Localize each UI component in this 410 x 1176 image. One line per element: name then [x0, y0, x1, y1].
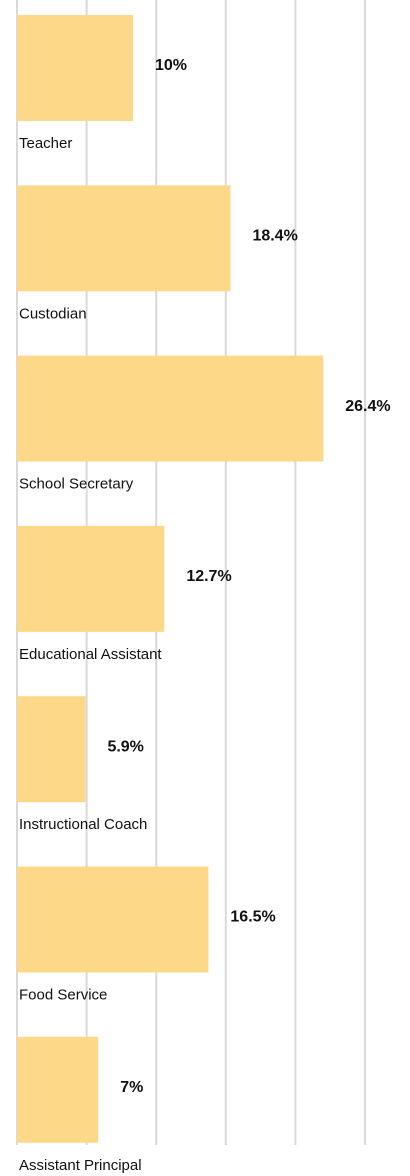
- category-label-3: Educational Assistant: [19, 646, 162, 663]
- category-label-0: Teacher: [19, 135, 72, 152]
- value-label-6: 7%: [120, 1079, 143, 1096]
- bar-0: [17, 15, 133, 121]
- bar-5: [17, 866, 209, 973]
- category-label-4: Instructional Coach: [19, 816, 147, 833]
- bar-2: [17, 355, 324, 462]
- category-label-2: School Secretary: [19, 476, 134, 493]
- value-label-5: 16.5%: [230, 909, 275, 926]
- bar-3: [17, 525, 165, 632]
- bars: [17, 15, 324, 1143]
- value-label-4: 5.9%: [107, 738, 143, 755]
- labels: 10% Teacher 18.4% Custodian 26.4% School Secr…: [19, 57, 391, 1174]
- category-label-1: Custodian: [19, 305, 87, 322]
- bar-6: [17, 1036, 99, 1143]
- category-label-5: Food Service: [19, 987, 107, 1004]
- value-label-0: 10%: [155, 57, 187, 74]
- value-label-1: 18.4%: [252, 228, 297, 245]
- bar-4: [17, 696, 86, 803]
- value-label-2: 26.4%: [345, 398, 390, 415]
- value-label-3: 12.7%: [186, 568, 231, 585]
- category-label-6: Assistant Principal: [19, 1157, 142, 1174]
- bar-1: [17, 185, 231, 292]
